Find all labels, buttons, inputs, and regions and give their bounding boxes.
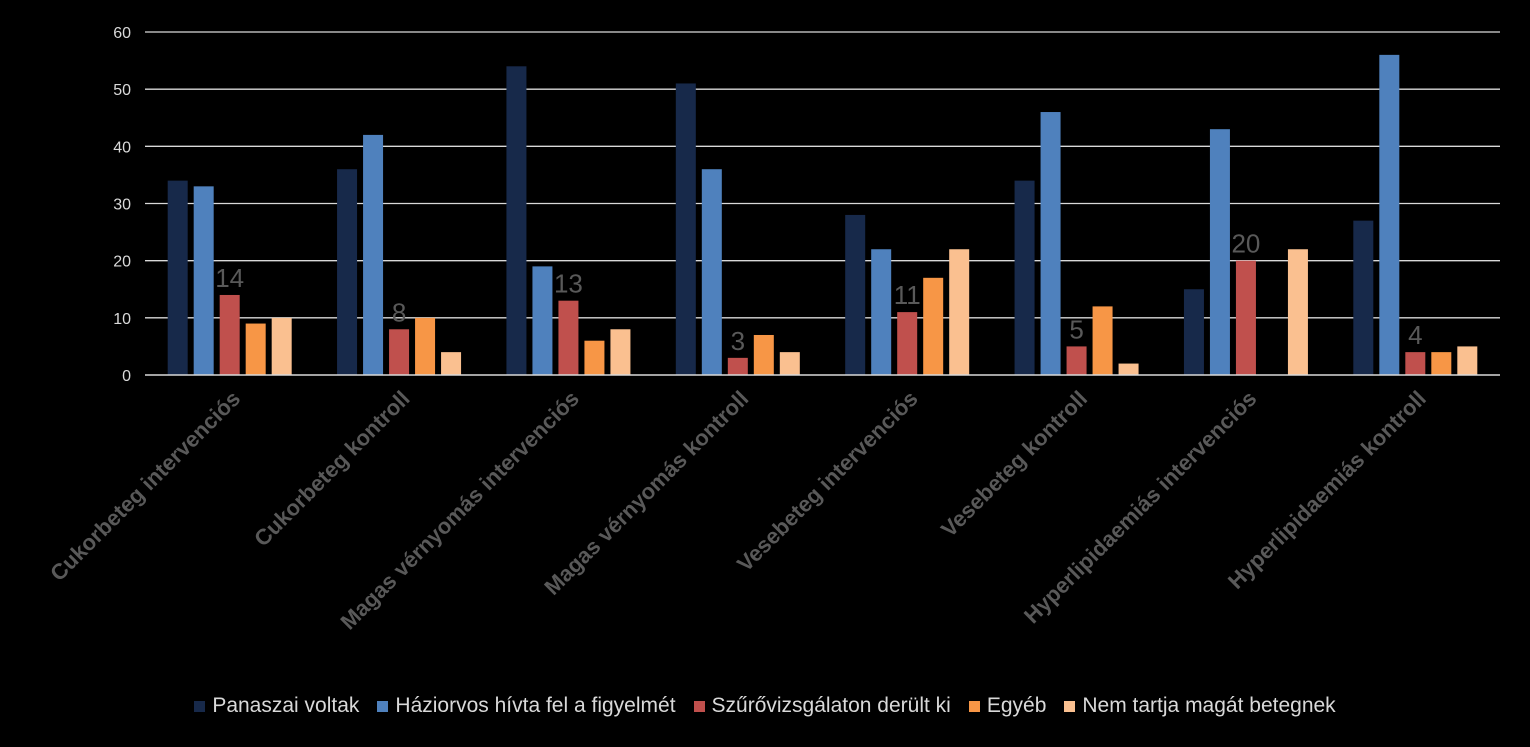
bar — [675, 83, 696, 375]
bar — [1209, 129, 1230, 375]
y-tick-label: 40 — [113, 139, 131, 156]
legend-label: Nem tartja magát betegnek — [1082, 694, 1336, 717]
y-tick-label: 60 — [113, 25, 131, 42]
category-label: Hyperlipidaemiás kontroll — [1223, 386, 1431, 594]
data-label: 13 — [554, 269, 583, 299]
legend-swatch — [693, 700, 705, 712]
bar — [897, 312, 918, 375]
bar — [337, 169, 358, 375]
data-label: 20 — [1231, 229, 1260, 259]
data-label: 5 — [1069, 314, 1083, 344]
bar — [753, 334, 774, 375]
bar — [610, 329, 631, 375]
legend-item: Panaszai voltak — [194, 694, 359, 718]
bar — [1431, 352, 1452, 375]
bar — [167, 180, 188, 375]
bar — [415, 317, 436, 375]
data-label: 8 — [392, 297, 406, 327]
bar — [1066, 346, 1087, 375]
legend-swatch — [1064, 700, 1076, 712]
data-label: 4 — [1408, 320, 1422, 350]
data-label: 3 — [731, 326, 745, 356]
bars — [167, 54, 1478, 376]
data-labels: 14 8 13 3 11 5 20 4 — [215, 229, 1422, 356]
category-label: Magas vérnyomás kontroll — [539, 386, 753, 600]
legend-swatch — [968, 700, 980, 712]
bar — [845, 214, 866, 375]
category-labels: Cukorbeteg intervenciós Cukorbeteg kontro… — [45, 386, 1431, 635]
bar — [923, 277, 944, 375]
bar — [1014, 180, 1035, 375]
legend-item: Szűrővizsgálaton derült ki — [693, 694, 951, 718]
legend-item: Háziorvos hívta fel a figyelmét — [377, 694, 676, 718]
legend-label: Panaszai voltak — [212, 694, 360, 717]
bar — [701, 169, 722, 375]
bar — [1353, 220, 1374, 375]
legend-item: Egyéb — [968, 694, 1047, 718]
y-tick-label: 20 — [113, 254, 131, 271]
bar — [1287, 249, 1308, 375]
legend: Panaszai voltak Háziorvos hívta fel a fig… — [0, 690, 1530, 722]
category-label: Cukorbeteg intervenciós — [45, 386, 245, 586]
category-label: Cukorbeteg kontroll — [249, 386, 414, 551]
bar — [363, 134, 384, 375]
bar — [584, 340, 605, 375]
bar — [219, 294, 240, 375]
legend-label: Háziorvos hívta fel a figyelmét — [395, 694, 676, 717]
legend-label: Szűrővizsgálaton derült ki — [711, 694, 951, 717]
bar — [506, 66, 527, 376]
bar — [1405, 352, 1426, 375]
bar — [1235, 260, 1256, 375]
bar — [1118, 363, 1139, 375]
bar — [1040, 112, 1061, 376]
bar — [1379, 54, 1400, 375]
y-axis-ticks: 0 10 20 30 40 50 60 — [113, 25, 131, 385]
y-tick-label: 30 — [113, 197, 131, 214]
category-label: Vesebeteg kontroll — [936, 386, 1092, 542]
bar — [779, 352, 800, 375]
legend-swatch — [194, 700, 206, 712]
y-tick-label: 50 — [113, 82, 131, 99]
bar — [193, 186, 214, 375]
category-label: Vesebeteg intervenciós — [732, 386, 923, 577]
bar — [1457, 346, 1478, 375]
bar — [389, 329, 410, 375]
legend-item: Nem tartja magát betegnek — [1064, 694, 1336, 718]
data-label: 14 — [215, 263, 244, 293]
legend-label: Egyéb — [986, 694, 1047, 717]
bar — [949, 249, 970, 375]
bar — [245, 323, 266, 375]
bar — [1092, 306, 1113, 375]
legend-swatch — [377, 700, 389, 712]
y-tick-label: 10 — [113, 311, 131, 328]
bar — [558, 300, 579, 375]
data-label: 11 — [894, 280, 921, 310]
bar — [532, 266, 553, 375]
bar — [271, 317, 292, 375]
bar — [441, 352, 462, 375]
y-tick-label: 0 — [122, 368, 131, 385]
bar — [1183, 289, 1204, 375]
bar — [727, 357, 748, 375]
bar — [871, 249, 892, 375]
